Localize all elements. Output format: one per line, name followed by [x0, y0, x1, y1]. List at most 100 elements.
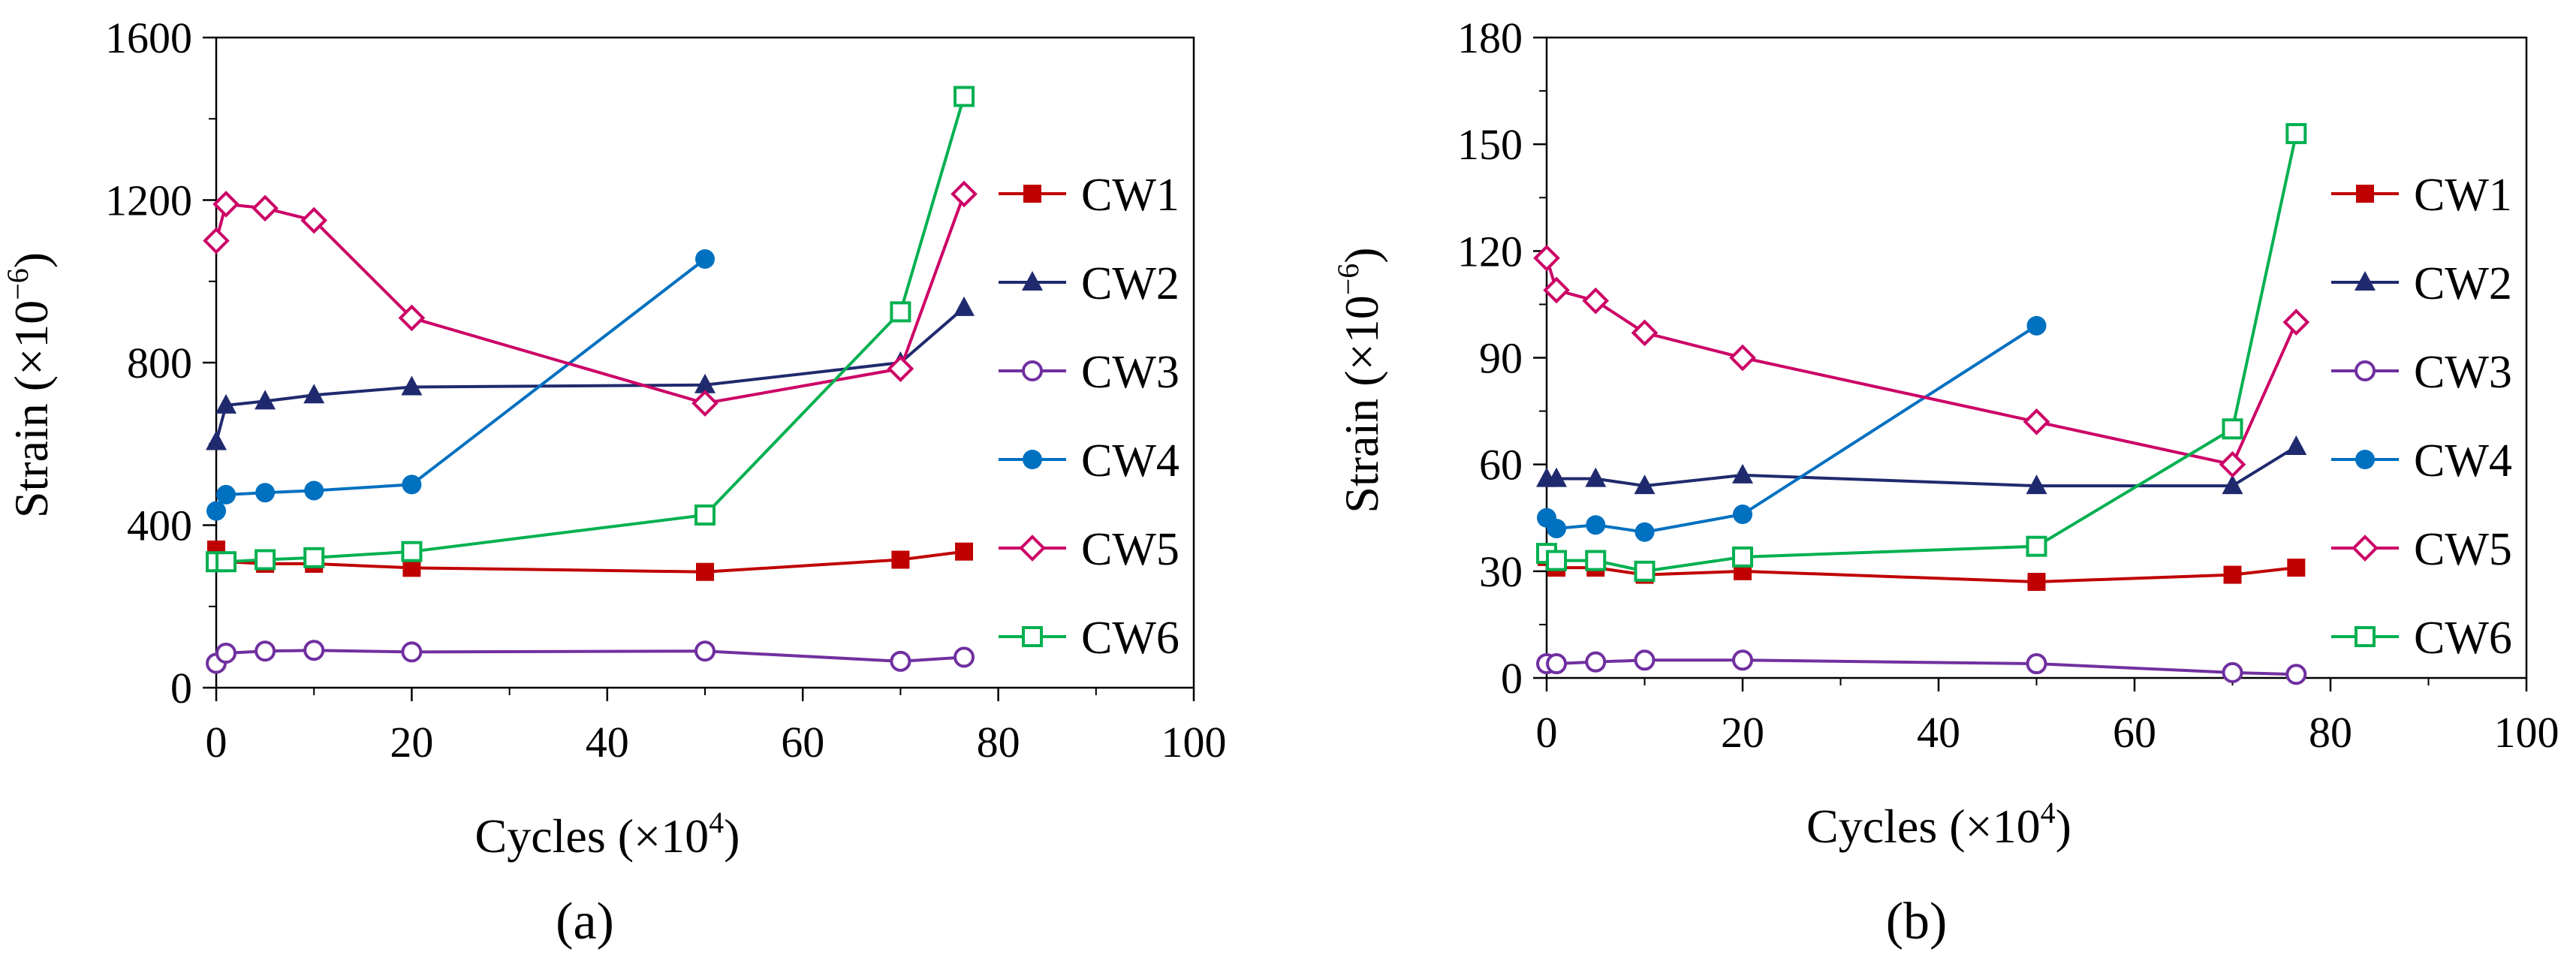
legend-label: CW3 [2414, 347, 2512, 398]
data-point [1547, 518, 1567, 538]
data-point [2223, 565, 2242, 584]
y-tick-label: 0 [1501, 654, 1523, 703]
series-line-cw4 [1545, 324, 2038, 534]
data-point [1634, 522, 1655, 542]
data-point [206, 501, 226, 521]
data-point [955, 542, 974, 561]
data-point [2026, 653, 2047, 675]
data-point [2027, 573, 2046, 592]
y-tick-label: 90 [1479, 334, 1523, 383]
series-cw6 [1536, 122, 2307, 582]
x-tick-label: 20 [1721, 708, 1764, 757]
data-point [215, 551, 237, 573]
legend-marker [2356, 185, 2374, 203]
x-axis-label-end: ) [2056, 800, 2071, 853]
x-axis-label: Cycles (×104) [1806, 796, 2071, 853]
x-axis-label-end: ) [724, 809, 740, 863]
plot-area [215, 36, 1195, 689]
data-point [303, 384, 325, 404]
data-point [215, 393, 237, 414]
x-tick-label: 80 [977, 718, 1020, 767]
data-point [203, 227, 230, 255]
series-line-cw6 [1545, 133, 2298, 573]
x-tick-label: 0 [1536, 708, 1558, 757]
legend-marker [1019, 535, 1046, 562]
data-point [1634, 560, 1656, 582]
series-line-cw3 [1547, 658, 2297, 676]
legend-marker [2355, 360, 2376, 381]
legend-label: CW6 [2414, 613, 2512, 664]
data-point [2285, 122, 2307, 144]
series-line-cw3 [215, 649, 965, 664]
data-point [1546, 653, 1568, 675]
data-point [252, 194, 279, 222]
data-point [216, 484, 237, 505]
legend-entry-cw1: CW1 [999, 170, 1180, 221]
data-point [890, 650, 911, 672]
data-point [2219, 450, 2246, 478]
data-point [891, 550, 910, 569]
legend-entry-cw6: CW6 [2331, 613, 2512, 664]
y-axis-label-text: Strain (×10 [1335, 295, 1388, 513]
series-line-cw2 [215, 306, 966, 443]
data-point [1582, 287, 1610, 315]
chart-panel-a: 0 20 40 60 80 100 0 400 800 1200 1600 Cycles (×104)… [1, 14, 1227, 950]
y-tick-label: 120 [1457, 227, 1523, 276]
y-axis-label-text: Strain (×10 [5, 300, 58, 518]
data-point [1546, 550, 1568, 571]
series-line-cw2 [1547, 445, 2297, 488]
y-tick-label: 1200 [105, 176, 192, 225]
legend-marker [2355, 626, 2376, 647]
series-line-cw5 [215, 193, 966, 405]
legend-label: CW5 [1081, 524, 1180, 575]
legend-entry-cw4: CW4 [999, 435, 1180, 486]
data-point [954, 646, 975, 668]
legend-label: CW4 [1081, 435, 1180, 486]
legend-marker [1023, 185, 1041, 203]
data-point [402, 474, 422, 495]
data-point [887, 355, 914, 382]
x-axis-label: Cycles (×104) [475, 806, 740, 863]
legend-marker [1022, 626, 1043, 647]
data-point [694, 504, 716, 526]
data-point [304, 480, 324, 501]
x-tick-label: 40 [1917, 708, 1960, 757]
legend-entry-cw3: CW3 [999, 347, 1180, 398]
x-tick-label: 100 [2494, 708, 2559, 757]
data-point [1631, 319, 1659, 347]
data-point [398, 304, 426, 332]
y-axis-label: Strain (×10−6) [1331, 247, 1388, 513]
series-cw5 [1533, 244, 2310, 478]
x-tick-label: 100 [1161, 718, 1227, 767]
y-axis-label-superscript: −6 [1331, 264, 1365, 296]
legend-entry-cw2: CW2 [2331, 258, 2512, 309]
series-cw2 [206, 296, 975, 450]
data-point [2222, 418, 2243, 440]
data-point [1546, 467, 1568, 487]
data-point [303, 547, 325, 568]
legend-label: CW2 [1081, 258, 1180, 309]
data-point [2026, 474, 2047, 495]
legend-marker [2352, 535, 2379, 562]
data-point [401, 541, 423, 562]
data-point [695, 249, 715, 269]
data-point [212, 191, 240, 218]
series-line-cw1 [215, 548, 965, 574]
data-point [300, 206, 328, 234]
data-point [2285, 435, 2307, 455]
data-point [206, 430, 227, 450]
data-point [1634, 474, 1656, 495]
x-tick-label: 0 [206, 718, 227, 767]
data-point [694, 640, 716, 662]
panel-label: (a) [556, 893, 614, 950]
series-cw3 [206, 640, 975, 674]
data-point [1634, 649, 1656, 671]
y-tick-label: 800 [127, 339, 192, 387]
legend-marker [1023, 450, 1042, 469]
data-point [303, 640, 325, 661]
x-tick-label: 40 [586, 718, 629, 767]
data-point [1533, 244, 1560, 272]
legend-entry-cw6: CW6 [999, 613, 1180, 664]
legend-entry-cw1: CW1 [2331, 170, 2512, 221]
legend-entry-cw2: CW2 [999, 258, 1180, 309]
